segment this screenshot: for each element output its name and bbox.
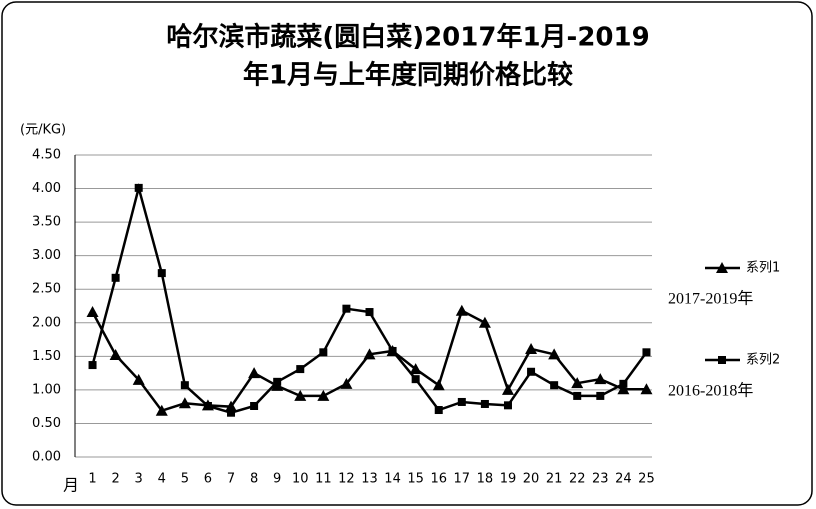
marker [88, 361, 97, 370]
x-tick-label: 8 [250, 472, 258, 487]
x-tick-label: 1 [88, 472, 96, 487]
marker [617, 383, 630, 395]
marker [640, 383, 653, 395]
y-tick-label: 2.00 [32, 315, 61, 330]
marker [642, 348, 651, 357]
y-tick-label: 3.00 [32, 248, 61, 263]
marker [134, 183, 143, 192]
x-axis-label: 月 [63, 476, 79, 495]
marker [411, 375, 420, 384]
x-tick-label: 15 [407, 472, 424, 487]
legend-label: 系列1 [746, 261, 780, 276]
marker [273, 377, 282, 386]
marker [388, 346, 397, 355]
legend-label: 系列2 [746, 353, 780, 368]
marker [294, 389, 307, 401]
x-tick-label: 23 [592, 472, 609, 487]
x-tick-label: 17 [454, 472, 471, 487]
y-tick-label: 4.50 [32, 148, 61, 163]
x-tick-label: 16 [430, 472, 447, 487]
marker [363, 348, 376, 360]
marker [455, 304, 468, 316]
x-tick-label: 10 [292, 472, 309, 487]
y-tick-label: 1.00 [32, 382, 61, 397]
x-tick-label: 14 [384, 472, 401, 487]
marker [457, 397, 466, 406]
marker [248, 367, 261, 379]
y-tick-label: 2.50 [32, 282, 61, 297]
series-annotation: 2017-2019年 [668, 290, 753, 308]
x-tick-label: 24 [615, 472, 632, 487]
x-tick-label: 18 [477, 472, 494, 487]
chart-title: 年1月与上年度同期价格比较 [243, 60, 573, 91]
marker [157, 269, 166, 278]
marker [596, 391, 605, 400]
y-tick-label: 0.50 [32, 416, 61, 431]
marker [342, 304, 351, 313]
marker [432, 379, 445, 391]
marker [109, 348, 122, 360]
marker [594, 373, 607, 385]
x-tick-label: 22 [569, 472, 586, 487]
x-tick-label: 6 [204, 472, 212, 487]
marker [365, 308, 374, 317]
marker [86, 306, 99, 318]
marker [409, 363, 422, 375]
x-tick-label: 7 [227, 472, 235, 487]
x-tick-label: 12 [338, 472, 355, 487]
series-annotation: 2016-2018年 [668, 382, 753, 400]
marker [550, 381, 559, 390]
x-tick-label: 9 [273, 472, 281, 487]
marker [480, 399, 489, 408]
x-tick-label: 2 [111, 472, 119, 487]
x-tick-label: 3 [135, 472, 143, 487]
marker [501, 383, 514, 395]
marker [227, 408, 236, 417]
marker [296, 365, 305, 374]
x-tick-label: 21 [546, 472, 563, 487]
marker [203, 401, 212, 410]
marker [527, 367, 536, 376]
y-tick-label: 3.50 [32, 215, 61, 230]
x-tick-label: 5 [181, 472, 189, 487]
x-tick-label: 13 [361, 472, 378, 487]
x-tick-label: 25 [638, 472, 655, 487]
marker [340, 377, 353, 389]
marker [503, 401, 512, 410]
x-tick-label: 20 [523, 472, 540, 487]
marker [317, 389, 330, 401]
marker [319, 348, 328, 357]
y-tick-label: 0.00 [32, 450, 61, 465]
marker [180, 381, 189, 390]
chart-title: 哈尔滨市蔬菜(圆白菜)2017年1月-2019 [166, 22, 649, 53]
x-tick-label: 11 [315, 472, 332, 487]
marker [478, 316, 491, 328]
marker [111, 273, 120, 282]
x-tick-label: 19 [500, 472, 517, 487]
marker [132, 373, 145, 385]
marker [250, 401, 259, 410]
marker [434, 406, 443, 415]
marker [155, 404, 168, 416]
y-axis-label: (元/KG) [20, 123, 66, 138]
y-tick-label: 1.50 [32, 349, 61, 364]
marker [525, 342, 538, 354]
x-tick-label: 4 [158, 472, 166, 487]
legend-marker [716, 262, 728, 273]
marker [571, 377, 584, 389]
marker [619, 379, 628, 388]
marker [573, 391, 582, 400]
marker [548, 348, 561, 360]
y-tick-label: 4.00 [32, 181, 61, 196]
legend-marker [718, 356, 726, 364]
marker [178, 397, 191, 409]
